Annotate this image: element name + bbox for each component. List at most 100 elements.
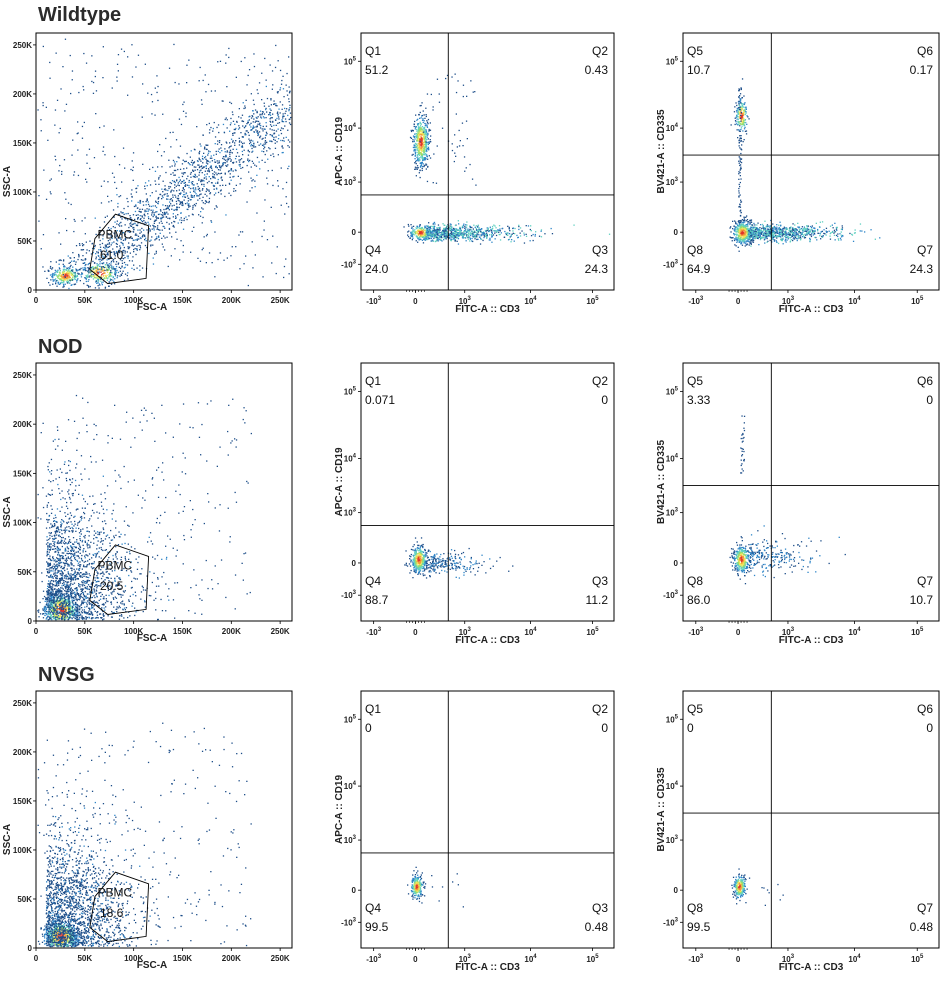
event-dot [448, 228, 450, 230]
event-dot [287, 206, 290, 208]
event-dot [493, 224, 495, 226]
event-dot [64, 273, 66, 275]
event-dot [134, 210, 137, 213]
event-dot [430, 240, 432, 242]
event-dot [489, 234, 491, 236]
event-dot [754, 224, 756, 226]
event-dot [242, 125, 244, 127]
event-dot [736, 229, 738, 231]
event-dot [70, 264, 72, 267]
event-dot [417, 230, 419, 232]
event-dot [130, 168, 132, 171]
event-dot [68, 277, 70, 279]
event-dot [103, 266, 106, 269]
event-dot [243, 142, 245, 144]
event-dot [89, 167, 91, 170]
event-dot [250, 177, 252, 179]
event-dot [68, 275, 70, 277]
event-dot [205, 262, 207, 264]
event-dot [259, 135, 262, 137]
event-dot [174, 194, 176, 196]
event-dot [276, 112, 278, 114]
event-dot [137, 218, 139, 220]
event-dot [477, 233, 479, 235]
event-dot [42, 102, 44, 104]
event-dot [136, 248, 138, 250]
event-dot [110, 227, 112, 230]
event-dot [77, 258, 79, 261]
event-dot [458, 223, 460, 225]
event-dot [423, 133, 425, 135]
event-dot [417, 232, 419, 234]
event-dot [93, 157, 96, 159]
event-dot [735, 102, 737, 104]
event-dot [838, 239, 840, 241]
event-dot [245, 99, 247, 101]
event-dot [188, 186, 190, 189]
event-dot [738, 240, 740, 242]
event-dot [186, 152, 188, 155]
event-dot [457, 237, 459, 239]
event-dot [108, 272, 111, 275]
event-dot [469, 233, 471, 235]
event-dot [256, 89, 258, 91]
event-dot [263, 145, 265, 147]
event-dot [159, 232, 161, 234]
event-dot [739, 225, 741, 227]
event-dot [762, 233, 765, 236]
event-dot [476, 229, 478, 231]
event-dot [424, 146, 426, 148]
event-dot [746, 229, 748, 231]
event-dot [208, 176, 210, 178]
event-dot [117, 262, 120, 264]
event-dot [422, 158, 424, 160]
event-dot [748, 118, 750, 120]
event-dot [71, 269, 73, 271]
event-dot [469, 230, 471, 232]
event-dot [83, 89, 85, 91]
event-dot [54, 274, 56, 276]
event-dot [235, 127, 237, 130]
event-dot [227, 157, 229, 159]
event-dot [745, 224, 747, 226]
event-dot [106, 279, 108, 281]
event-dot [154, 239, 156, 241]
event-dot [155, 250, 157, 252]
event-dot [745, 111, 747, 113]
event-dot [94, 267, 96, 269]
x-tick-label: 50K [77, 296, 92, 305]
event-dot [853, 232, 856, 234]
event-dot [91, 80, 93, 83]
event-dot [421, 146, 424, 148]
event-dot [114, 272, 116, 275]
event-dot [184, 160, 186, 163]
event-dot [76, 279, 79, 281]
event-dot [113, 261, 115, 263]
event-dot [96, 265, 98, 267]
event-dot [157, 225, 159, 227]
event-dot [204, 193, 206, 195]
event-dot [785, 234, 787, 236]
event-dot [425, 146, 427, 149]
event-dot [274, 147, 277, 149]
event-dot [135, 66, 137, 68]
event-dot [98, 249, 100, 251]
event-dot [95, 280, 98, 282]
event-dot [94, 262, 96, 264]
event-dot [153, 214, 155, 216]
event-dot [753, 239, 755, 241]
event-dot [110, 262, 112, 264]
event-dot [487, 227, 490, 229]
event-dot [206, 201, 208, 203]
event-dot [240, 177, 242, 180]
event-dot [49, 77, 51, 79]
event-dot [412, 130, 414, 132]
event-dot [208, 197, 211, 200]
event-dot [76, 279, 78, 281]
event-dot [784, 230, 786, 232]
event-dot [220, 177, 222, 179]
event-dot [196, 176, 198, 178]
event-dot [60, 275, 62, 277]
event-dot [107, 252, 109, 254]
event-dot [421, 102, 423, 104]
